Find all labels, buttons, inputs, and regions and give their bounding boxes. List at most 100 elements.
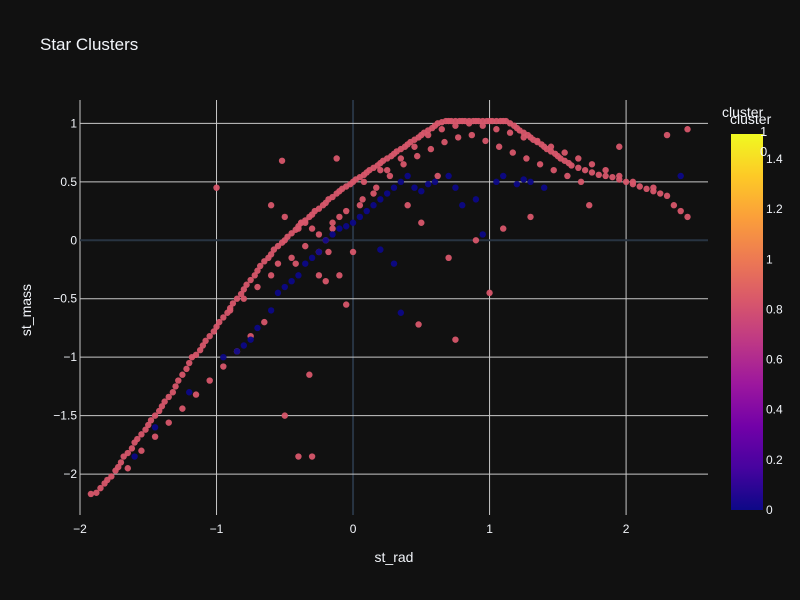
data-point [434,172,441,180]
chart-title: Star Clusters [40,35,138,54]
data-point [87,490,95,498]
y-tick-label: −0.5 [53,292,77,306]
data-point [677,207,684,215]
data-point [267,202,275,209]
data-point [336,225,343,232]
data-point [452,184,459,191]
data-point [500,172,507,180]
data-point [616,172,623,180]
data-point [684,126,691,133]
colorbar-tick-label: 1.2 [766,202,783,216]
data-point [151,424,159,431]
data-point [175,377,182,384]
data-point [261,318,268,326]
data-point [670,202,678,209]
colorbar-tick-labels: 0 0.2 0.4 0.6 0.8 1 1.2 1.4 [766,152,783,517]
data-point [663,192,671,200]
grid [79,100,708,515]
data-point [390,260,398,267]
data-point [186,389,193,396]
data-point [243,281,250,288]
data-point [295,272,302,279]
data-point [165,393,172,401]
data-point [452,122,459,129]
data-point [622,178,630,186]
data-point [527,213,534,221]
data-point [322,237,329,244]
data-point [315,248,323,256]
data-point [397,178,405,186]
data-point [427,145,435,153]
data-point [602,166,609,174]
x-tick-label: −1 [210,522,224,536]
data-point [302,260,309,267]
data-point [138,447,145,454]
data-point [183,365,190,373]
data-point [343,301,350,308]
data-point [220,314,227,321]
data-point [295,225,302,232]
data-point [169,389,177,396]
y-tick-label: 0 [70,233,77,247]
colorbar: cluster 0 0.2 0.4 0.6 0.8 1 1.2 1.4 [730,111,783,517]
data-point [281,213,288,221]
data-point [151,433,159,440]
data-point [482,137,489,145]
data-point [142,426,149,433]
data-point [306,371,313,378]
colorbar-tick-label: 0.8 [766,302,783,316]
data-point [117,459,125,466]
data-point [550,166,557,174]
data-point [343,207,350,215]
data-point [588,161,596,168]
data-point [445,172,452,180]
data-point [128,445,136,452]
data-point [172,383,179,390]
data-point [495,143,503,150]
data-point [333,155,340,162]
data-point [206,332,213,340]
data-point [308,254,316,262]
data-point [196,346,204,354]
data-point [138,431,145,438]
colorbar-tick-label: 1.4 [766,152,783,166]
data-point [192,391,200,398]
data-point [349,248,357,256]
data-point [213,184,220,191]
data-point [509,149,516,156]
data-point [527,178,534,186]
data-point [377,246,384,253]
data-point [493,178,500,186]
data-point [179,405,186,412]
y-tick-labels: −2 −1.5 −1 −0.5 0 0.5 1 [53,116,77,481]
data-point [145,421,152,429]
data-point [151,412,159,419]
data-point [158,403,166,410]
data-point [479,231,486,238]
data-point [657,190,664,197]
data-point [343,223,350,230]
data-point [206,377,213,384]
data-point [629,178,637,186]
data-point [254,283,261,291]
data-point [383,166,391,174]
data-point [404,172,411,180]
data-point [267,272,275,279]
data-point [616,143,623,150]
data-point [199,342,207,349]
data-point [424,180,432,188]
data-point [220,363,227,370]
data-point [322,277,329,285]
data-point [233,295,241,302]
data-point [568,162,575,169]
x-axis-label: st_rad [375,549,414,565]
data-point [454,134,462,141]
data-point [229,300,237,307]
data-point [233,348,241,355]
data-point [237,290,245,298]
data-point [547,143,555,150]
y-tick-label: −1.5 [53,409,77,423]
data-point [534,137,541,145]
data-point [329,219,336,226]
